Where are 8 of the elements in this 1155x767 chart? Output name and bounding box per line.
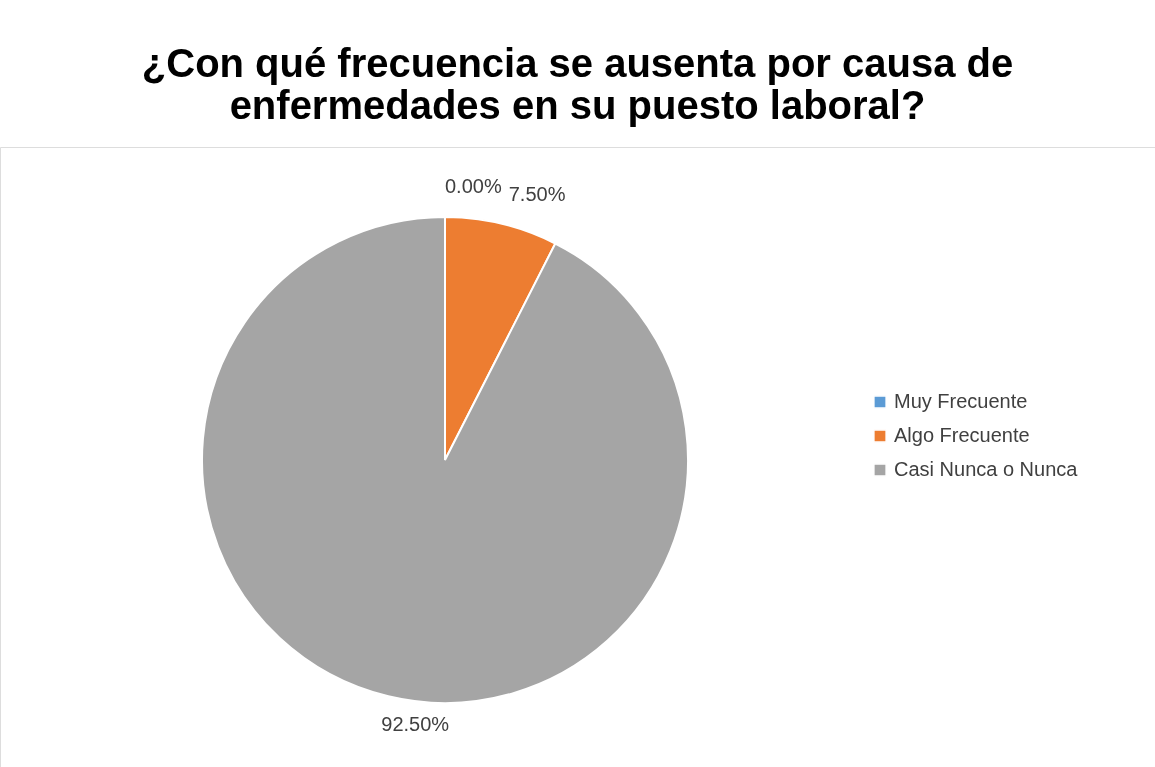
legend-label: Muy Frecuente bbox=[894, 390, 1028, 412]
data-label: 92.50% bbox=[381, 713, 450, 736]
text: 0.00% bbox=[445, 175, 502, 197]
pie-slice bbox=[201, 216, 689, 704]
text: ¿Con qué frecuencia se ausenta por causa de bbox=[141, 41, 1014, 85]
legend-label: Algo Frecuente bbox=[894, 424, 1030, 446]
data-label: 7.50% bbox=[508, 182, 566, 205]
legend-label: Casi Nunca o Nunca bbox=[894, 458, 1079, 480]
